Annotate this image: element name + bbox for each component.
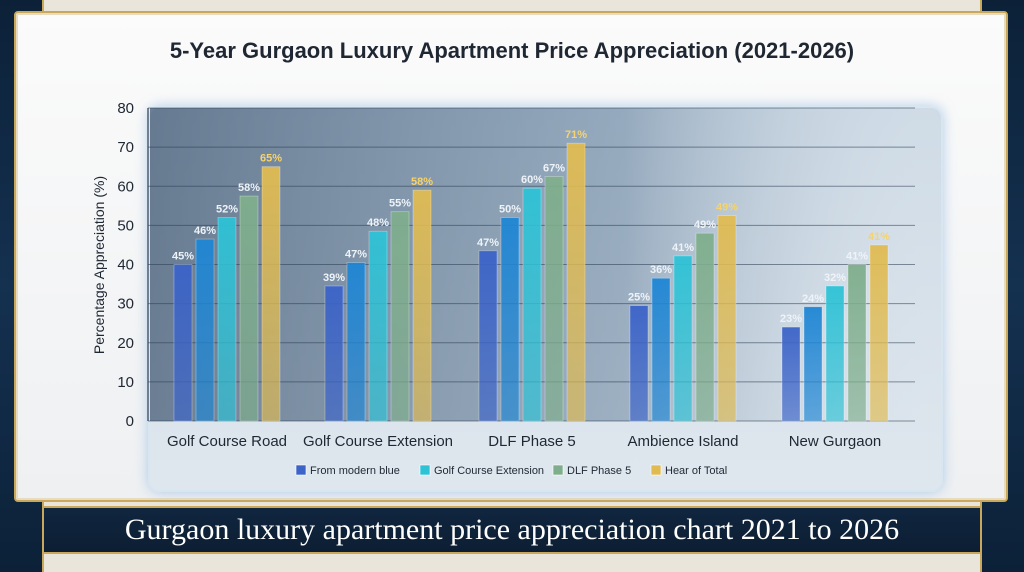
bar-data-label: 60% [521,174,543,186]
bar-data-label: 50% [499,204,521,216]
bar-data-label: 23% [780,313,802,325]
bar-data-label: 52% [216,204,238,216]
bar-data-label: 24% [802,293,824,305]
bar-data-label: 32% [824,272,846,284]
bar [847,264,867,422]
legend-label: DLF Phase 5 [567,465,631,477]
legend-swatch [419,464,431,476]
legend-label: Hear of Total [665,465,727,477]
y-tick-label: 60 [117,178,134,195]
x-tick-label: Ambience Island [628,433,739,450]
legend-swatch [650,464,662,476]
y-tick-label: 70 [117,139,134,156]
bar [500,217,520,422]
bar [324,285,344,422]
y-tick-label: 30 [117,296,134,313]
bar-data-label: 71% [565,129,587,141]
bar [869,244,889,422]
bar-data-label: 49% [694,219,716,231]
legend-label: Golf Course Extension [434,465,544,477]
bar [368,230,388,422]
bar [412,189,432,422]
bar-data-label: 41% [868,231,890,243]
bar [261,166,281,422]
x-tick-label: DLF Phase 5 [488,433,576,450]
bar [717,215,737,422]
bar [825,285,845,422]
bar [346,262,366,422]
bar-data-label: 45% [172,251,194,263]
bar-data-label: 47% [345,249,367,261]
bar [478,250,498,422]
bar [195,238,215,422]
x-tick-label: New Gurgaon [789,433,882,450]
y-tick-label: 50 [117,217,134,234]
bar-data-label: 41% [672,242,694,254]
chart-title: 5-Year Gurgaon Luxury Apartment Price Ap… [169,38,855,63]
legend-swatch [552,464,564,476]
bar-data-label: 58% [238,182,260,194]
bar [566,142,586,422]
x-tick-label: Golf Course Extension [303,433,453,450]
bar [173,264,193,422]
bar [217,217,237,422]
bar [695,232,715,422]
y-tick-label: 0 [126,413,134,430]
bar-data-label: 49% [716,202,738,214]
bar-data-label: 55% [389,198,411,210]
y-tick-label: 20 [117,335,134,352]
bar-data-label: 39% [323,272,345,284]
y-tick-label: 40 [117,257,134,274]
bar [629,305,649,422]
legend-label: From modern blue [310,465,400,477]
bar-data-label: 48% [367,217,389,229]
bar [522,187,542,422]
y-axis-label: Percentage Appreciation (%) [91,176,107,354]
bar [239,195,259,422]
y-tick-label: 80 [117,100,134,117]
bar-data-label: 36% [650,264,672,276]
bar-data-label: 58% [411,176,433,188]
bar-data-label: 67% [543,162,565,174]
bar [651,277,671,422]
bar-data-label: 41% [846,251,868,263]
y-tick-label: 10 [117,374,134,391]
bar [781,326,801,422]
bar [390,211,410,422]
bar [544,176,564,422]
bar [673,255,693,422]
bar [803,306,823,422]
bar-data-label: 47% [477,237,499,249]
caption-banner: Gurgaon luxury apartment price appreciat… [44,506,980,554]
x-tick-label: Golf Course Road [167,433,287,450]
legend-swatch [295,464,307,476]
bar-data-label: 65% [260,153,282,165]
bar-data-label: 25% [628,292,650,304]
bar-data-label: 46% [194,225,216,237]
